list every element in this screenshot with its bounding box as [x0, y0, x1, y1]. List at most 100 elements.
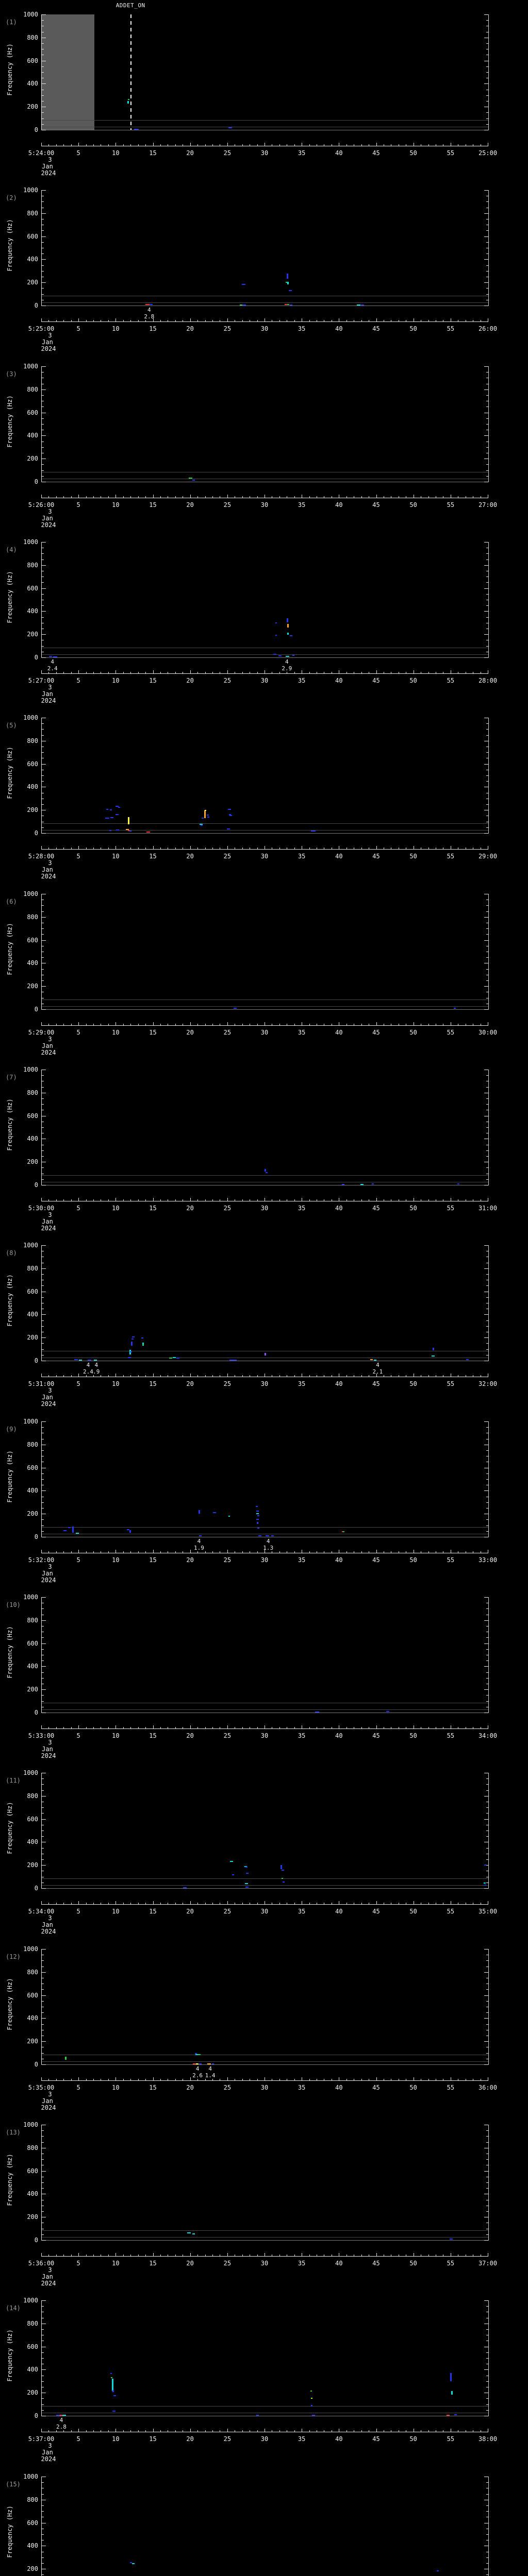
x-tick-label: 5: [76, 1556, 80, 1564]
x-tick: [346, 2255, 347, 2256]
y-tick: [42, 95, 44, 96]
x-tick: [361, 2430, 362, 2432]
x-tick: [257, 848, 258, 849]
y-tick: [486, 2136, 488, 2137]
x-tick: [190, 1725, 191, 1728]
y-tick-label: 800: [27, 2319, 38, 2327]
x-tick: [376, 846, 377, 849]
y-tick-label: 0: [34, 1006, 38, 1013]
y-tick: [42, 1995, 46, 1996]
detection-mark: [466, 1359, 469, 1360]
date-month-label: Jan: [42, 690, 53, 698]
plot-area: [41, 190, 489, 306]
detection-mark: [129, 830, 131, 832]
spectrogram-panel: (8) Frequency (Hz) 0 200 400 600 800 1000 5:31:0…: [0, 1231, 528, 1408]
plot-area: [41, 1421, 489, 1537]
x-tick: [428, 1024, 429, 1025]
x-tick-label: 20: [186, 1908, 194, 1915]
x-tick-label: 10: [112, 2260, 120, 2267]
x-tick: [346, 2430, 347, 2432]
x-tick: [123, 1727, 124, 1728]
detection-mark: [275, 622, 277, 623]
spectrogram-panel: (7) Frequency (Hz) 0 200 400 600 800 1000 5:30:0…: [0, 1055, 528, 1232]
y-tick: [486, 2534, 488, 2535]
detection-mark: [341, 1183, 345, 1185]
detection-mark: [257, 1528, 260, 1529]
x-tick: [205, 320, 206, 321]
y-tick: [486, 1450, 488, 1451]
y-tick: [484, 14, 488, 15]
x-tick-label: 45: [372, 2260, 380, 2267]
y-tick: [42, 366, 46, 367]
y-tick: [486, 2188, 488, 2189]
x-tick: [361, 1024, 362, 1025]
y-tick-label: 1000: [23, 187, 38, 194]
y-tick: [42, 1848, 44, 1849]
x-tick: [212, 1024, 213, 1025]
y-tick-label: 200: [27, 2038, 38, 2045]
detection-mark: [196, 2063, 199, 2064]
y-tick: [484, 2018, 488, 2019]
y-tick-label: 600: [27, 232, 38, 240]
y-tick: [486, 447, 488, 448]
date-year-label: 2024: [41, 697, 56, 704]
x-axis: [41, 849, 488, 850]
x-tick: [257, 144, 258, 146]
y-tick: [486, 288, 488, 289]
y-tick-label: 200: [27, 2389, 38, 2397]
x-tick: [227, 318, 228, 321]
x-tick-label: 25: [223, 1908, 232, 1915]
x-tick: [257, 1024, 258, 1025]
detection-mark: [56, 2414, 60, 2416]
y-tick-label: 0: [34, 1181, 38, 1189]
y-tick: [42, 833, 46, 834]
y-tick: [42, 2563, 44, 2564]
detection-mark: [484, 1885, 487, 1886]
y-tick: [42, 804, 44, 805]
y-tick-label: 800: [27, 1792, 38, 1800]
x-tick-label: 5: [76, 2084, 80, 2091]
x-tick: [190, 1901, 191, 1904]
y-tick: [484, 236, 488, 237]
start-time-label: 5:37:00: [28, 2435, 55, 2443]
detection-mark: [311, 830, 316, 832]
y-tick: [484, 764, 488, 765]
x-tick: [279, 672, 280, 673]
x-tick: [212, 1903, 213, 1904]
detection-mark: [211, 2063, 214, 2064]
x-tick: [257, 1551, 258, 1553]
x-tick: [428, 1199, 429, 1201]
band-line: [42, 829, 488, 831]
x-tick: [145, 1551, 146, 1553]
y-tick-label: 800: [27, 2144, 38, 2151]
detection-mark: [111, 2379, 113, 2391]
x-tick-label: 30: [260, 501, 269, 509]
x-tick-label: 15: [149, 1029, 157, 1036]
y-tick: [42, 112, 44, 113]
y-tick: [484, 1009, 488, 1010]
y-tick-label: 0: [34, 2412, 38, 2419]
y-tick: [484, 634, 488, 635]
y-tick: [486, 2358, 488, 2359]
y-tick: [42, 1337, 46, 1338]
x-tick-label: 15: [149, 1380, 157, 1387]
y-tick: [42, 2142, 44, 2143]
y-tick: [486, 1274, 488, 1275]
x-tick-label: 15: [149, 2084, 157, 2091]
y-tick: [42, 1314, 46, 1315]
x-tick: [63, 144, 64, 146]
plot-area: [41, 2125, 489, 2241]
detection-mark: [113, 2395, 116, 2397]
x-tick-label: 40: [335, 1732, 343, 1739]
x-tick-label: 45: [372, 501, 380, 509]
y-tick: [486, 2563, 488, 2564]
detection-mark: [127, 1529, 129, 1531]
x-tick: [123, 144, 124, 146]
x-tick-label: 35: [298, 1556, 306, 1564]
x-tick: [175, 1199, 176, 1201]
y-tick: [486, 1479, 488, 1480]
y-tick: [486, 1790, 488, 1791]
plot-area: [41, 1245, 489, 1361]
y-tick: [484, 1268, 488, 1269]
detection-mark: [204, 810, 206, 818]
